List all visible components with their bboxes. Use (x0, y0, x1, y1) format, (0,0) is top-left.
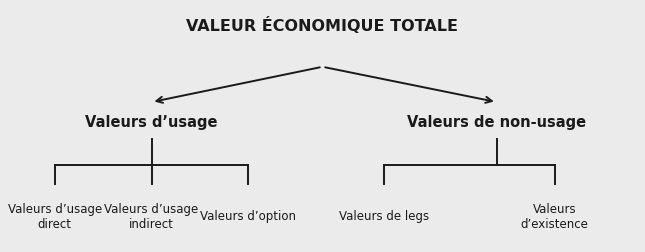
Text: Valeurs de legs: Valeurs de legs (339, 210, 429, 223)
Text: Valeurs d’option: Valeurs d’option (201, 210, 296, 223)
Text: Valeurs d’usage
direct: Valeurs d’usage direct (8, 203, 102, 231)
Text: Valeurs de non-usage: Valeurs de non-usage (407, 115, 586, 130)
Text: Valeurs
d’existence: Valeurs d’existence (521, 203, 589, 231)
Text: VALEUR ÉCONOMIQUE TOTALE: VALEUR ÉCONOMIQUE TOTALE (186, 17, 459, 34)
Text: Valeurs d’usage
indirect: Valeurs d’usage indirect (104, 203, 199, 231)
Text: Valeurs d’usage: Valeurs d’usage (85, 115, 218, 130)
